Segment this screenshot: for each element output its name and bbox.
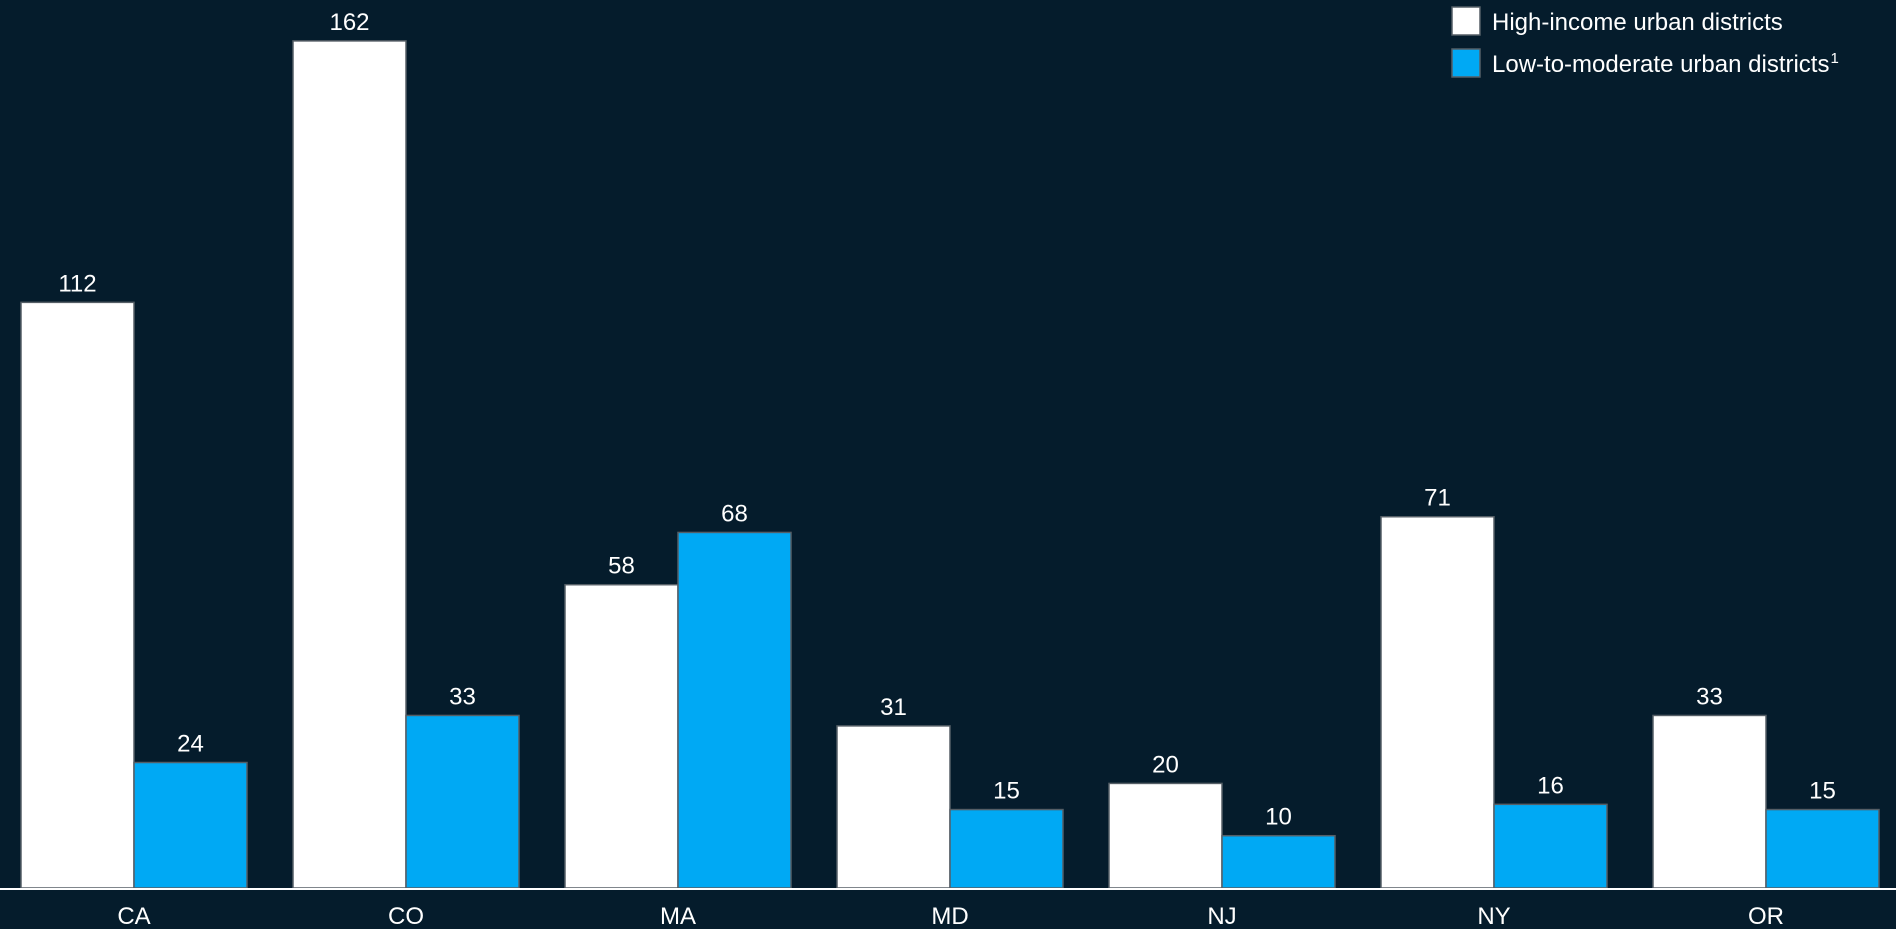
bar-co-series-1 [405, 714, 520, 889]
value-label-md-series-0: 31 [880, 694, 907, 721]
value-label-ma-series-1: 68 [721, 500, 748, 527]
x-tick-label-co: CO [388, 903, 424, 929]
legend-label-low-to-moderate-text: Low-to-moderate urban districts [1492, 51, 1829, 78]
x-tick-label-ca: CA [117, 903, 150, 929]
x-tick-label-md: MD [931, 903, 968, 929]
bar-md-series-0 [836, 725, 951, 889]
bar-md-series-1 [949, 808, 1064, 889]
bar-or-series-1 [1765, 808, 1880, 889]
bar-nj-series-0 [1108, 782, 1223, 889]
x-tick-label-or: OR [1748, 903, 1784, 929]
value-label-or-series-1: 15 [1809, 778, 1836, 805]
x-tick-label-ma: MA [660, 903, 696, 929]
value-label-ny-series-0: 71 [1424, 485, 1451, 512]
legend: High-income urban districts Low-to-moder… [1451, 6, 1839, 78]
bar-ny-series-1 [1493, 803, 1608, 889]
value-labels-layer: 112 24 162 33 58 68 31 15 20 10 71 16 33 15 [58, 9, 1835, 831]
bar-or-series-0 [1652, 714, 1767, 889]
x-tick-label-nj: NJ [1207, 903, 1236, 929]
bar-ma-series-0 [564, 583, 679, 889]
value-label-ny-series-1: 16 [1537, 772, 1564, 799]
legend-label-high-income: High-income urban districts [1492, 9, 1783, 36]
bar-ca-series-1 [133, 761, 248, 889]
bar-ny-series-0 [1380, 515, 1495, 889]
bar-nj-series-1 [1221, 834, 1336, 889]
value-label-ca-series-0: 112 [58, 270, 96, 297]
value-label-co-series-1: 33 [449, 683, 476, 710]
x-tick-label-ny: NY [1477, 903, 1510, 929]
x-tick-labels: CA CO MA MD NJ NY OR [117, 903, 1784, 929]
legend-label-footnote-marker: 1 [1830, 50, 1838, 67]
value-label-co-series-0: 162 [329, 9, 369, 36]
value-label-md-series-1: 15 [993, 778, 1020, 805]
bar-ca-series-0 [20, 301, 135, 889]
bar-ma-series-1 [677, 531, 792, 889]
legend-swatch-low-to-moderate [1451, 48, 1481, 78]
value-label-or-series-0: 33 [1696, 683, 1723, 710]
value-label-nj-series-0: 20 [1152, 751, 1179, 778]
value-label-nj-series-1: 10 [1265, 804, 1292, 831]
legend-label-low-to-moderate: Low-to-moderate urban districts1 [1492, 50, 1839, 78]
bars-layer [20, 40, 1880, 889]
value-label-ca-series-1: 24 [177, 731, 204, 758]
bar-co-series-0 [292, 40, 407, 889]
value-label-ma-series-0: 58 [608, 553, 635, 580]
legend-swatch-high-income [1451, 6, 1481, 36]
